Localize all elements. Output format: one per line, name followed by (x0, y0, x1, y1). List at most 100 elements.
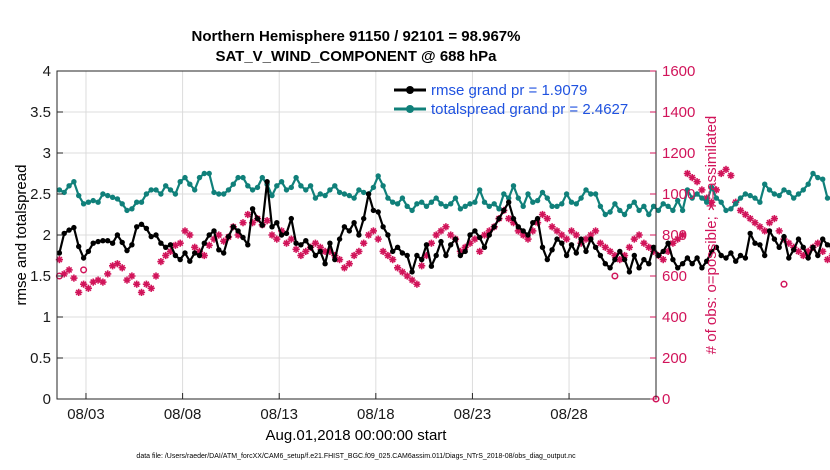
spread-point (477, 187, 483, 193)
spread-point (211, 189, 217, 196)
spread-point (216, 191, 222, 197)
obs-assimilated-marker (133, 280, 141, 288)
spread-point (90, 197, 96, 204)
legend-spread-marker (406, 105, 414, 113)
spread-point (520, 203, 526, 209)
obs-assimilated-marker (418, 262, 426, 270)
obs-assimilated-marker (447, 231, 455, 239)
obs-asterisk-stroke (539, 211, 546, 218)
spread-point (414, 201, 420, 207)
y-left-tick-label: 1.5 (30, 268, 51, 285)
obs-asterisk-stroke (626, 244, 633, 251)
spread-point (361, 189, 367, 196)
obs-assimilated-marker (360, 239, 368, 247)
obs-assimilated-marker (79, 280, 88, 288)
obs-asterisk-stroke (428, 240, 435, 247)
obs-asterisk-stroke (133, 281, 140, 288)
spread-point (100, 191, 106, 197)
obs-assimilated-marker (389, 256, 397, 264)
obs-asterisk-stroke (563, 236, 570, 243)
obs-assimilated-marker (674, 235, 682, 243)
obs-assimilated-marker (200, 251, 208, 260)
obs-asterisk-stroke (157, 258, 164, 265)
spread-point (679, 207, 686, 214)
y-right-tick-label: 200 (662, 350, 687, 367)
obs-asterisk-stroke (771, 215, 778, 222)
rmse-point (438, 238, 444, 245)
spread-point (346, 192, 352, 199)
spread-point (192, 187, 198, 193)
rmse-point (182, 250, 188, 256)
obs-assimilated-marker (640, 239, 648, 247)
rmse-point (563, 252, 570, 259)
rmse-point (76, 243, 82, 250)
obs-assimilated-marker (736, 206, 745, 214)
obs-asterisk-stroke (389, 256, 396, 263)
obs-asterisk-stroke (747, 215, 754, 222)
obs-asterisk-stroke (708, 199, 715, 206)
rmse-point (805, 255, 811, 261)
rmse-point (588, 236, 594, 242)
spread-point (660, 201, 666, 207)
spread-point (404, 203, 410, 209)
obs-assimilated-marker (543, 215, 551, 223)
rmse-point (433, 252, 439, 259)
rmse-point (163, 244, 169, 250)
obs-asterisk-stroke (573, 231, 580, 239)
rmse-point (520, 228, 526, 234)
rmse-point (288, 215, 294, 222)
obs-assimilated-marker (287, 235, 295, 243)
obs-asterisk-stroke (433, 231, 440, 239)
spread-point (646, 211, 652, 218)
obs-assimilated-marker (273, 235, 281, 243)
obs-asterisk-stroke (776, 227, 783, 234)
spread-point (583, 187, 589, 193)
obs-asterisk-stroke (602, 244, 609, 251)
y-left-tick-label: 0.5 (30, 350, 51, 367)
spread-point (534, 197, 541, 204)
obs-asterisk-stroke (297, 252, 304, 259)
spread-point (820, 176, 826, 182)
obs-asterisk-stroke (138, 289, 145, 296)
obs-asterisk-stroke (544, 215, 551, 222)
spread-point (747, 192, 753, 199)
obs-asterisk-stroke (370, 227, 377, 234)
obs-asterisk-stroke (814, 240, 821, 247)
rmse-point (85, 248, 92, 255)
obs-assimilated-marker (437, 227, 445, 235)
rmse-point (249, 206, 256, 212)
rmse-point (510, 215, 517, 222)
rmse-point (317, 248, 323, 255)
obs-assimilated-marker (765, 219, 774, 227)
spread-point (163, 183, 169, 189)
rmse-point (496, 215, 502, 222)
obs-asterisk-stroke (404, 272, 411, 280)
rmse-point (448, 242, 454, 248)
rmse-point (597, 252, 604, 259)
rmse-point (404, 252, 410, 259)
rmse-series (56, 179, 830, 275)
rmse-point (327, 240, 333, 246)
spread-point (684, 187, 691, 193)
spread-point (805, 181, 811, 187)
spread-point (621, 211, 628, 218)
spread-point (689, 195, 695, 201)
spread-point (380, 183, 386, 189)
spread-point (327, 187, 333, 193)
rmse-point (665, 240, 671, 246)
spread-point (196, 174, 203, 181)
rmse-point (534, 215, 541, 222)
spread-point (559, 201, 565, 207)
rmse-point (264, 179, 270, 185)
rmse-point (105, 238, 111, 244)
y-right-tick-label: 600 (662, 268, 687, 285)
obs-asterisk-stroke (607, 248, 614, 255)
obs-asterisk-stroke (669, 240, 676, 247)
obs-assimilated-marker (823, 256, 830, 264)
obs-assimilated-marker (678, 231, 687, 239)
spread-point (394, 201, 401, 207)
obs-asterisk-stroke (660, 256, 667, 263)
y-left-tick-label: 1 (43, 309, 51, 326)
obs-assimilated-marker (316, 243, 324, 251)
rmse-point (781, 233, 787, 240)
